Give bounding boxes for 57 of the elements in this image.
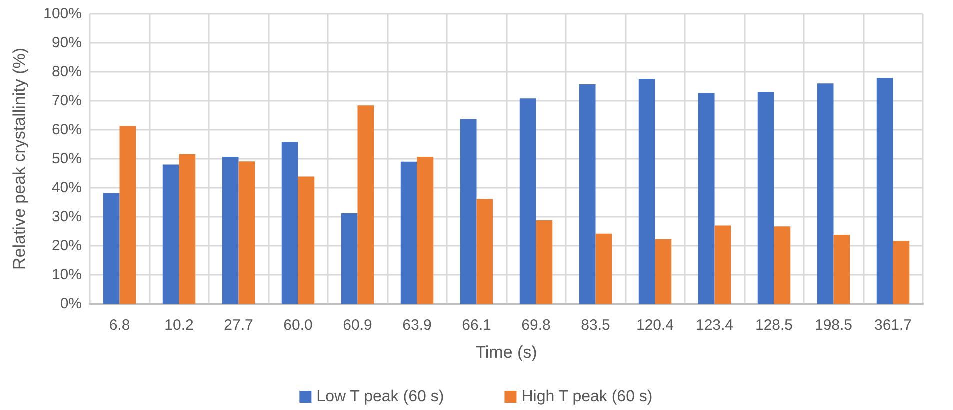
bar bbox=[655, 239, 672, 304]
x-tick-label: 198.5 bbox=[814, 317, 853, 334]
y-axis-title: Relative peak crystallinity (%) bbox=[10, 48, 29, 270]
y-tick-label: 0% bbox=[60, 296, 82, 312]
bar bbox=[536, 220, 553, 304]
bar bbox=[238, 162, 256, 304]
x-tick-label: 66.1 bbox=[462, 317, 492, 334]
bar bbox=[876, 78, 894, 304]
bar bbox=[222, 156, 239, 304]
bar bbox=[893, 241, 910, 304]
x-tick-label: 123.4 bbox=[696, 317, 734, 334]
x-axis-title: Time (s) bbox=[476, 343, 538, 362]
bar bbox=[774, 226, 791, 304]
y-tick-label: 90% bbox=[52, 34, 82, 52]
y-tick-label: 50% bbox=[52, 150, 82, 168]
bar bbox=[698, 93, 715, 304]
y-tick-label: 30% bbox=[52, 208, 82, 226]
bar bbox=[358, 106, 374, 304]
bar bbox=[714, 226, 732, 304]
y-tick-label: 100% bbox=[44, 6, 82, 22]
bar bbox=[179, 154, 196, 304]
bar bbox=[817, 84, 834, 304]
bar bbox=[579, 84, 596, 304]
bar bbox=[341, 214, 358, 304]
bar bbox=[417, 156, 434, 304]
x-tick-label: 10.2 bbox=[164, 317, 194, 334]
x-tick-label: 60.0 bbox=[284, 317, 313, 334]
y-tick-label: 40% bbox=[52, 180, 82, 196]
bar bbox=[400, 162, 418, 304]
x-tick-label: 63.9 bbox=[402, 317, 432, 334]
y-tick-label: 80% bbox=[52, 64, 82, 80]
x-tick-label: 6.8 bbox=[109, 317, 130, 334]
bar bbox=[103, 193, 120, 304]
y-tick-label: 70% bbox=[52, 92, 82, 110]
legend-label: Low T peak (60 s) bbox=[316, 388, 444, 406]
bar bbox=[476, 199, 494, 304]
y-tick-label: 10% bbox=[52, 266, 82, 284]
bar bbox=[520, 98, 536, 304]
bar bbox=[638, 78, 656, 304]
x-tick-label: 60.9 bbox=[343, 317, 372, 334]
y-tick-label: 20% bbox=[52, 238, 82, 254]
bar bbox=[758, 92, 774, 304]
bar bbox=[120, 126, 136, 304]
x-tick-label: 27.7 bbox=[224, 317, 254, 334]
bar bbox=[162, 164, 180, 304]
x-tick-label: 361.7 bbox=[874, 317, 912, 334]
bar bbox=[282, 142, 298, 304]
legend-label: High T peak (60 s) bbox=[522, 388, 653, 406]
bar bbox=[834, 234, 850, 304]
y-tick-label: 60% bbox=[52, 122, 82, 138]
bar bbox=[596, 234, 612, 304]
bar bbox=[460, 119, 477, 304]
bar bbox=[298, 176, 315, 304]
x-tick-label: 120.4 bbox=[636, 317, 674, 334]
x-tick-label: 83.5 bbox=[581, 317, 610, 334]
x-tick-label: 69.8 bbox=[522, 317, 551, 334]
x-tick-label: 128.5 bbox=[755, 317, 794, 334]
